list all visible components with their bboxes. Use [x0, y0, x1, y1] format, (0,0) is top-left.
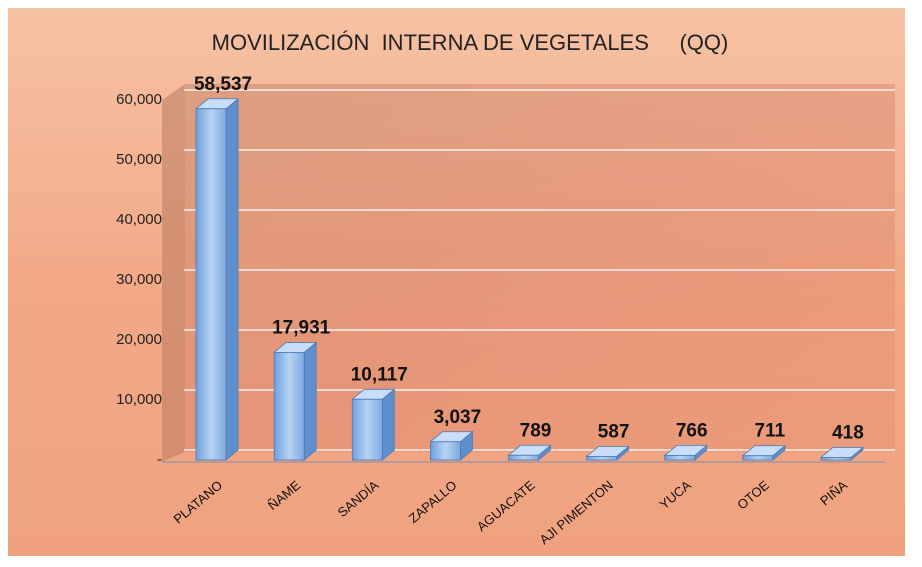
- value-label: 711: [755, 421, 786, 442]
- bar: [196, 109, 226, 460]
- chart-title: MOVILIZACIÓN INTERNA DE VEGETALES (QQ): [212, 30, 729, 55]
- value-label: 587: [598, 421, 630, 442]
- bar: [509, 455, 539, 460]
- y-tick-label: 30,000: [116, 271, 162, 288]
- bar-side: [382, 389, 394, 460]
- y-tick-label: 40,000: [116, 211, 162, 228]
- bar: [430, 442, 460, 460]
- value-label: 10,117: [351, 364, 408, 385]
- y-tick-label: 20,000: [116, 331, 162, 348]
- chart: MOVILIZACIÓN INTERNA DE VEGETALES (QQ) -…: [0, 0, 922, 567]
- bar-side: [304, 342, 316, 460]
- value-label: 766: [676, 420, 708, 441]
- value-label: 58,537: [194, 74, 252, 95]
- bar: [665, 455, 695, 460]
- side-wall: [162, 84, 185, 462]
- y-tick-label: 10,000: [116, 391, 162, 408]
- bar: [352, 399, 382, 460]
- value-label: 17,931: [272, 317, 331, 338]
- value-label: 3,037: [434, 407, 482, 428]
- y-tick-label: 60,000: [116, 91, 162, 108]
- value-label: 789: [520, 420, 552, 441]
- y-tick-label: -: [157, 451, 162, 468]
- bar-side: [226, 99, 238, 460]
- y-tick-label: 50,000: [116, 151, 162, 168]
- bar: [587, 456, 617, 460]
- bar: [743, 456, 773, 460]
- bar: [274, 352, 304, 460]
- page: MOVILIZACIÓN INTERNA DE VEGETALES (QQ) -…: [0, 0, 922, 567]
- value-label: 418: [832, 423, 864, 444]
- bar: [821, 457, 851, 460]
